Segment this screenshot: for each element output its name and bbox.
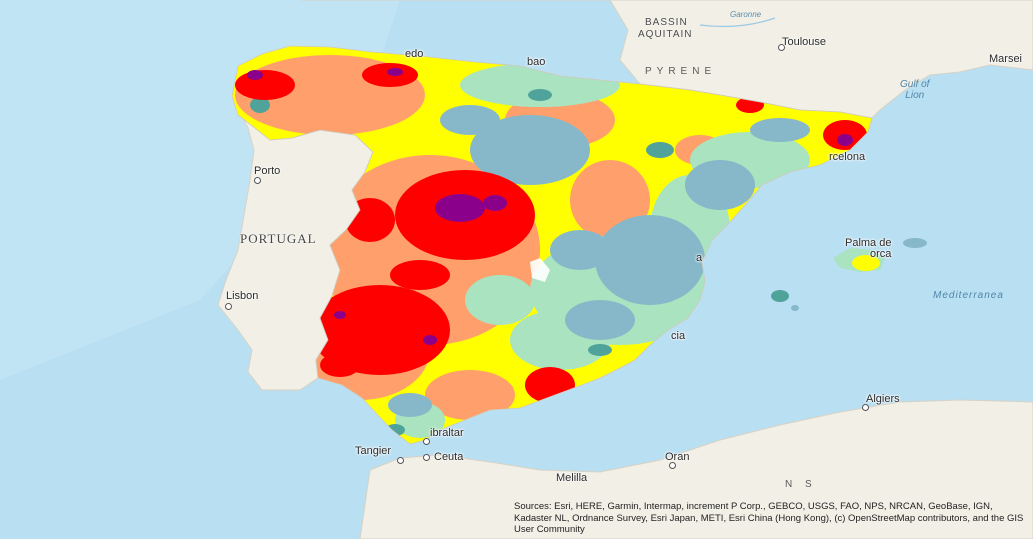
label-tangier: Tangier: [355, 445, 392, 457]
africa-land: [359, 399, 1033, 539]
label-ns: N S: [785, 479, 817, 490]
ibiza: [771, 290, 789, 302]
choropleth-layer: [232, 46, 872, 444]
gibraltar-marker: [423, 438, 430, 445]
label-oviedo: edo: [405, 48, 424, 60]
label-aquitain: AQUITAIN: [638, 29, 693, 40]
toulouse-marker: [778, 44, 785, 51]
lisbon-marker: [225, 303, 232, 310]
label-valencia: a: [696, 252, 703, 264]
ceuta-marker: [423, 454, 430, 461]
label-porto: Porto: [254, 165, 281, 177]
label-lisbon: Lisbon: [226, 290, 259, 302]
label-oran: Oran: [665, 451, 690, 463]
label-garonne: Garonne: [730, 10, 762, 19]
label-gulf-of-lion: Gulf of Lion: [900, 79, 930, 101]
label-ceuta: Ceuta: [434, 451, 464, 463]
label-portugal: PORTUGAL: [240, 231, 317, 246]
label-pyrenees: PYRENE: [645, 66, 717, 77]
menorca: [903, 238, 927, 248]
label-marseille: Marsei: [989, 53, 1023, 65]
label-palma: Palma de: [845, 237, 892, 249]
label-gibraltar: ibraltar: [430, 427, 464, 439]
label-murcia: cia: [671, 330, 686, 342]
label-bilbao: bao: [527, 56, 546, 68]
label-mediterranean: Mediterranea: [933, 290, 1004, 301]
label-toulouse: Toulouse: [782, 36, 827, 48]
oran-marker: [669, 462, 676, 469]
porto-marker: [254, 177, 261, 184]
tangier-marker: [397, 457, 404, 464]
label-melilla: Melilla: [556, 472, 588, 484]
label-bassin: BASSIN: [645, 17, 688, 28]
label-barcelona: rcelona: [829, 151, 866, 163]
label-algiers: Algiers: [866, 393, 900, 405]
label-palma-2: orca: [870, 248, 892, 260]
formentera: [791, 305, 799, 311]
attribution-text: Sources: Esri, HERE, Garmin, Intermap, i…: [514, 501, 1024, 535]
algiers-marker: [862, 404, 869, 411]
